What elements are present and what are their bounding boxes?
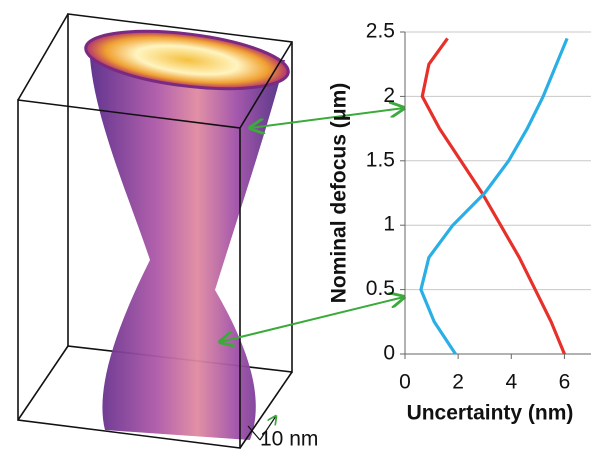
x-tick-label: 2 bbox=[452, 371, 464, 394]
y-tick-label: 2.5 bbox=[366, 20, 395, 43]
series-line bbox=[420, 37, 566, 355]
y-tick-label: 0.5 bbox=[366, 277, 395, 300]
volume-render bbox=[17, 13, 293, 449]
x-tick-label: 6 bbox=[559, 371, 571, 394]
connector-arrows bbox=[220, 108, 404, 342]
x-axis-title: Uncertainty (nm) bbox=[407, 402, 574, 425]
y-axis-title: Nominal defocus (μm) bbox=[328, 83, 351, 304]
x-tick-label: 0 bbox=[399, 371, 411, 394]
y-tick-label: 2 bbox=[383, 84, 395, 107]
scale-bar bbox=[247, 416, 276, 441]
y-tick-label: 1.5 bbox=[366, 148, 395, 171]
scale-label: 10 nm bbox=[260, 428, 318, 451]
y-tick-label: 0 bbox=[383, 342, 395, 365]
y-tick-label: 1 bbox=[383, 213, 395, 236]
x-tick-label: 4 bbox=[505, 371, 517, 394]
series-line bbox=[419, 37, 569, 355]
